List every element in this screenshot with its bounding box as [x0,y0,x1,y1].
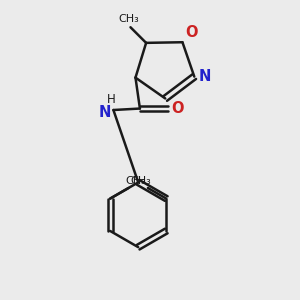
Text: O: O [185,25,197,40]
Text: O: O [171,101,184,116]
Text: CH₃: CH₃ [130,176,151,186]
Text: H: H [107,94,116,106]
Text: N: N [99,105,111,120]
Text: CH₃: CH₃ [119,14,140,24]
Text: N: N [198,69,211,84]
Text: CH₃: CH₃ [126,176,146,186]
